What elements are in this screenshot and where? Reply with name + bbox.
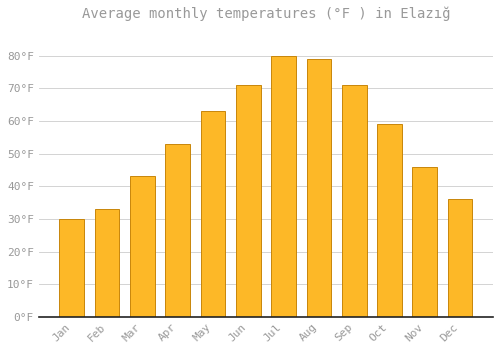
Bar xyxy=(306,59,331,317)
Bar xyxy=(94,209,120,317)
Bar xyxy=(448,199,472,317)
Bar xyxy=(60,219,84,317)
Bar xyxy=(271,56,296,317)
Bar xyxy=(342,85,366,317)
Bar xyxy=(412,167,437,317)
Title: Average monthly temperatures (°F ) in Elazığ: Average monthly temperatures (°F ) in El… xyxy=(82,7,450,21)
Bar xyxy=(236,85,260,317)
Bar xyxy=(166,144,190,317)
Bar xyxy=(200,111,226,317)
Bar xyxy=(130,176,155,317)
Bar xyxy=(377,124,402,317)
